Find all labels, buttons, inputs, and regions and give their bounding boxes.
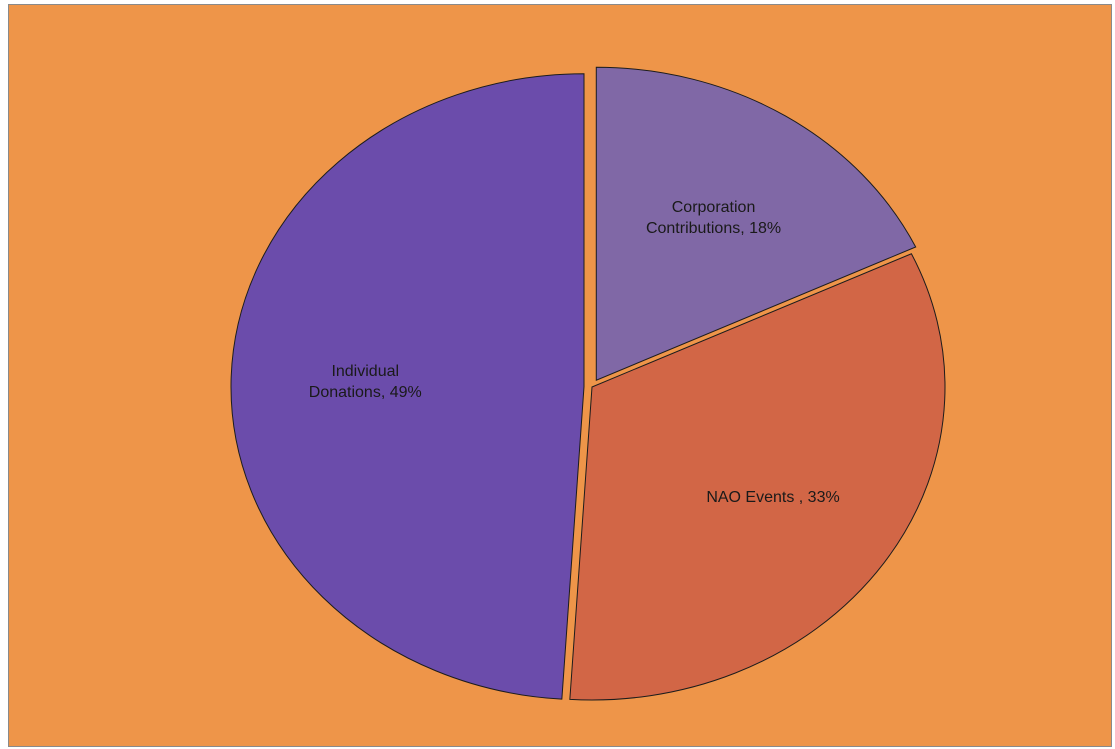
pie-slice-individual-donations (230, 73, 585, 700)
pie-slices (230, 66, 946, 701)
data-label-corporation-contributions: Corporation Contributions, 18% (646, 199, 781, 237)
pie-labels: Corporation Contributions, 18% NAO Events … (309, 199, 840, 506)
data-label-nao-events: NAO Events , 33% (706, 489, 839, 506)
pie-slice-corporation-contributions (595, 66, 917, 381)
data-label-individual-donations: Individual Donations, 49% (309, 363, 422, 401)
pie-slice-nao-events (569, 253, 946, 701)
